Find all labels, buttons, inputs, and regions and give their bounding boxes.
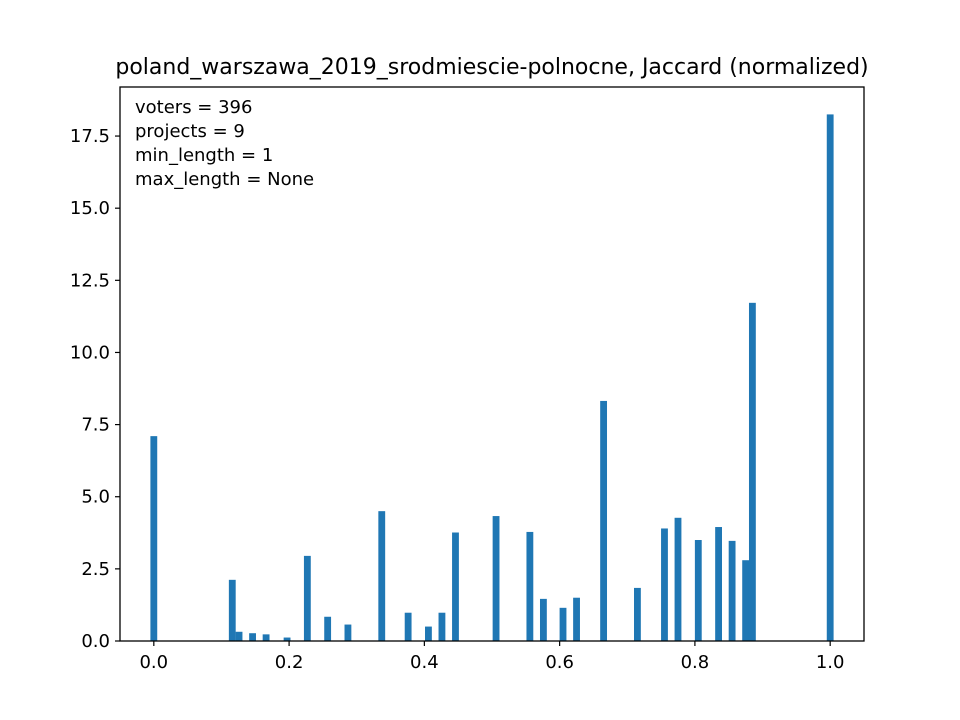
bar [728, 540, 736, 641]
bar [826, 114, 834, 641]
bar [150, 436, 158, 641]
y-tick-label: 2.5 [81, 559, 110, 580]
y-axis: 0.0 2.5 5.0 7.5 10.0 12.5 15.0 17.5 [70, 126, 120, 652]
x-tick-label: 0.4 [410, 652, 439, 673]
bar [303, 555, 311, 641]
x-tick-label: 0.2 [275, 652, 304, 673]
x-tick-label: 0.6 [545, 652, 574, 673]
bar [378, 511, 386, 641]
bar [573, 597, 580, 641]
bar [344, 624, 352, 641]
bar-series [150, 114, 834, 641]
bar [742, 560, 750, 641]
bar [492, 516, 500, 641]
bar [715, 527, 722, 641]
bar [438, 612, 446, 641]
x-tick-label: 0.8 [681, 652, 710, 673]
bar [661, 528, 668, 641]
y-tick-label: 17.5 [70, 126, 110, 147]
chart-title: poland_warszawa_2019_srodmiescie-polnocn… [115, 55, 868, 80]
x-tick-label: 1.0 [816, 652, 845, 673]
x-tick-label: 0.0 [139, 652, 168, 673]
bar [559, 607, 567, 641]
bar [228, 579, 236, 641]
bar [262, 634, 270, 641]
y-tick-label: 15.0 [70, 198, 110, 219]
bar [526, 531, 534, 641]
bar [600, 400, 608, 641]
bar [249, 633, 256, 641]
bar [404, 612, 412, 641]
bar [283, 637, 291, 641]
annotation-line: projects = 9 [135, 121, 245, 142]
bar [425, 626, 432, 641]
stats-annotation: voters = 396 projects = 9 min_length = 1 ma… [135, 97, 314, 190]
bar [539, 598, 547, 641]
bar [694, 540, 702, 641]
y-tick-label: 5.0 [81, 487, 110, 508]
annotation-line: min_length = 1 [135, 145, 273, 166]
annotation-line: max_length = None [135, 169, 314, 190]
plot-area-frame [119, 86, 865, 642]
bar [452, 532, 459, 641]
bar [235, 631, 243, 641]
y-tick-label: 10.0 [70, 342, 110, 363]
x-axis: 0.0 0.2 0.4 0.6 0.8 1.0 [139, 641, 845, 673]
bar [634, 587, 641, 641]
y-tick-label: 0.0 [81, 631, 110, 652]
bar [324, 616, 332, 641]
y-tick-label: 12.5 [70, 270, 110, 291]
annotation-line: voters = 396 [135, 97, 252, 118]
bar [748, 302, 756, 641]
y-tick-label: 7.5 [81, 415, 110, 436]
bar [674, 517, 682, 641]
